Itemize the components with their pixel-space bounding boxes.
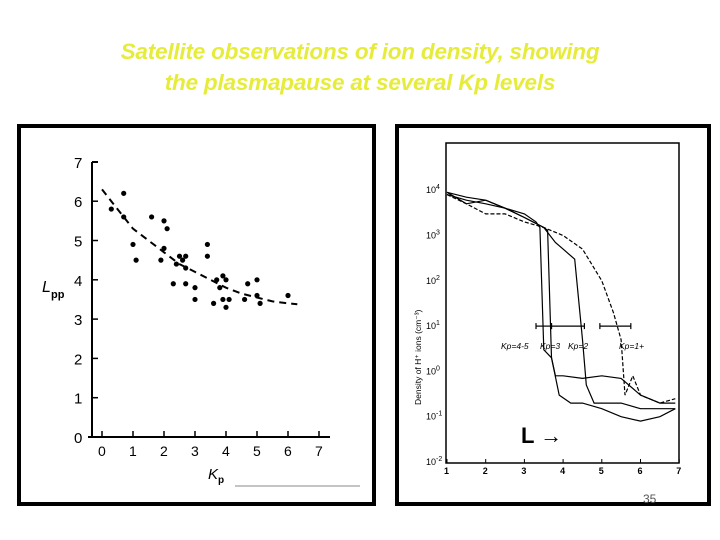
- left-chart-x-ticks: 0 1 2 3 4 5 6 7: [98, 431, 323, 459]
- data-point: [217, 285, 223, 291]
- x-tick-label: 5: [599, 466, 604, 476]
- kp-annotation: Kp=1+: [619, 341, 644, 351]
- right-chart-kp-ranges: [535, 323, 632, 330]
- data-point: [226, 296, 232, 303]
- data-point: [130, 241, 136, 248]
- data-point: [220, 296, 226, 303]
- data-point: [183, 253, 189, 259]
- y-tick-label: 4: [74, 273, 82, 290]
- data-point: [121, 214, 127, 220]
- density-curve: [446, 191, 676, 410]
- x-tick-label: 2: [160, 443, 168, 459]
- data-point: [183, 281, 189, 287]
- density-curve: [446, 194, 676, 404]
- y-tick-label: 10-2: [426, 456, 442, 467]
- kp-annotation: Kp=4-5: [501, 341, 529, 351]
- density-curve: [446, 194, 676, 404]
- x-tick-label: 5: [253, 443, 261, 459]
- left-chart-y-ticks: 0 1 2 3 4 5 6 7: [74, 155, 98, 447]
- data-point: [242, 296, 248, 303]
- x-tick-label: 4: [560, 466, 565, 476]
- x-tick-label: 2: [483, 466, 488, 476]
- data-point: [192, 285, 198, 291]
- data-point: [173, 261, 179, 267]
- l-arrow-label: L →: [521, 423, 562, 448]
- slide-title: Satellite observations of ion density, s…: [0, 36, 720, 98]
- y-tick-label: 10-1: [426, 411, 442, 422]
- x-tick-label: 1: [129, 443, 137, 459]
- x-tick-label: 0: [98, 443, 106, 459]
- y-tick-label: 7: [74, 155, 82, 172]
- data-point: [214, 277, 220, 283]
- right-chart-x-ticks: 1 2 3 4 5 6 7: [444, 459, 681, 476]
- right-chart-plot-border: [445, 142, 680, 464]
- data-point: [161, 218, 167, 224]
- title-line-1: Satellite observations of ion density, s…: [120, 39, 600, 64]
- kp-annotation: Kp=2: [568, 341, 588, 351]
- page-number: 35: [643, 492, 657, 506]
- y-tick-label: 3: [74, 312, 82, 329]
- x-tick-label: 3: [521, 466, 526, 476]
- y-tick-label: 5: [74, 234, 82, 251]
- kp-annotation: Kp=3: [540, 341, 560, 351]
- y-tick-label: 102: [426, 275, 440, 286]
- data-point: [204, 241, 210, 248]
- y-tick-label: 1: [74, 391, 82, 408]
- data-point: [164, 226, 170, 232]
- left-chart-frame: [17, 124, 376, 506]
- data-point: [223, 277, 229, 283]
- y-tick-label: 104: [426, 184, 440, 195]
- y-tick-label: 0: [74, 430, 82, 447]
- x-tick-label: 6: [284, 443, 292, 459]
- y-tick-label: 6: [74, 194, 82, 211]
- y-tick-label: 103: [426, 230, 440, 241]
- data-point: [223, 304, 229, 310]
- x-tick-label: 4: [222, 443, 230, 459]
- data-point: [133, 257, 139, 263]
- y-tick-label: 101: [426, 320, 440, 331]
- data-point: [180, 257, 186, 263]
- data-point: [245, 281, 251, 287]
- x-tick-label: 7: [315, 443, 323, 459]
- title-line-2: the plasmapause at several Kp levels: [164, 70, 556, 95]
- x-tick-label: 6: [638, 466, 643, 476]
- data-point: [183, 265, 189, 271]
- left-chart-y-label-subscript: pp: [51, 289, 65, 301]
- data-point: [161, 245, 167, 251]
- x-tick-label: 3: [191, 443, 199, 459]
- data-point: [121, 190, 127, 196]
- left-chart-y-label: L: [42, 279, 51, 296]
- left-chart-fit-curve: [101, 188, 298, 306]
- right-chart-y-ticks: 10-2 10-1 100 101 102 103 104: [426, 184, 442, 467]
- data-point: [204, 253, 210, 259]
- left-chart-data-points: [108, 190, 291, 310]
- x-tick-label: 7: [676, 466, 681, 476]
- data-point: [254, 277, 260, 283]
- data-point: [192, 296, 198, 303]
- y-tick-label: 2: [74, 351, 82, 368]
- right-chart-annotations: Kp=4-5 Kp=3 Kp=2 Kp=1+: [501, 341, 644, 351]
- data-point: [158, 257, 164, 263]
- left-chart-x-label: K: [208, 466, 219, 483]
- right-chart-series: [446, 191, 676, 422]
- density-curve: [446, 191, 676, 422]
- data-point: [108, 206, 114, 212]
- right-chart-frame: [395, 124, 711, 506]
- data-point: [176, 253, 183, 259]
- data-point: [170, 281, 176, 287]
- data-point: [211, 300, 217, 306]
- data-point: [149, 214, 155, 220]
- data-point: [254, 292, 260, 299]
- data-point: [220, 273, 226, 279]
- data-point: [257, 300, 263, 306]
- x-tick-label: 1: [444, 466, 449, 476]
- right-chart-y-label: Density of H⁺ ions (cm⁻³): [413, 309, 423, 405]
- y-tick-label: 100: [426, 365, 440, 376]
- data-point: [285, 292, 291, 299]
- left-chart-x-label-subscript: p: [218, 475, 224, 486]
